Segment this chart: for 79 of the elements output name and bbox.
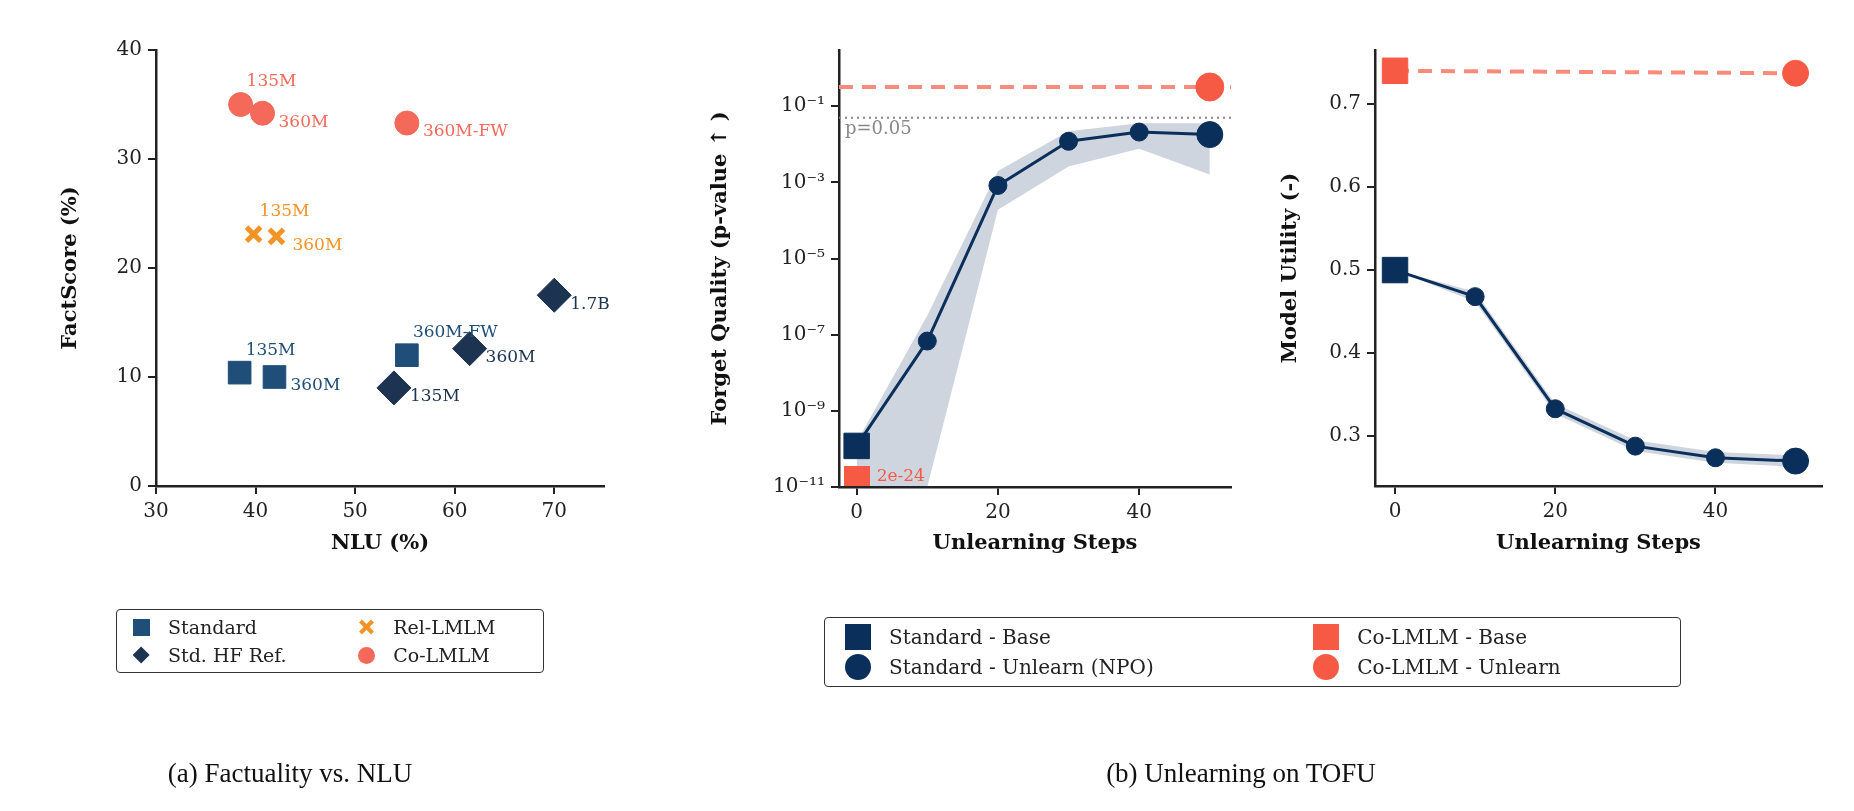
point [262, 365, 287, 389]
y-axis-title: Model Utility (-) [1276, 172, 1302, 364]
annotation: 135M [409, 385, 460, 406]
x-axis-title: NLU (%) [330, 528, 430, 554]
point [1545, 399, 1565, 419]
point [394, 110, 420, 136]
x-tick-label: 50 [342, 498, 368, 523]
point [1625, 436, 1645, 456]
x-axis-title: Unlearning Steps [1496, 528, 1701, 554]
legend-label: Standard - Base [889, 625, 1051, 649]
point [243, 224, 264, 244]
annotation: 2e-24 [876, 465, 925, 486]
point [228, 92, 254, 117]
x-tick-label: 40 [1702, 498, 1729, 523]
y-tick-label: 0.6 [1329, 173, 1361, 198]
y-axis-title: Forget Quality (p-value ↑ ) [706, 111, 732, 426]
point [1381, 256, 1409, 284]
x-tick-label: 40 [242, 498, 269, 523]
y-axis-title: FactScore (%) [56, 186, 82, 350]
y-tick-label: 0.3 [1329, 422, 1361, 447]
y-tick-label: 10⁻⁹ [780, 397, 825, 422]
y-tick-label: 0.5 [1329, 256, 1361, 281]
x-tick-label: 20 [985, 499, 1011, 524]
legend-label: Rel-LMLM [393, 616, 496, 638]
x-tick-label: 30 [143, 498, 169, 523]
legend-label: Co-LMLM - Unlearn [1357, 655, 1561, 679]
annotation: 135M [259, 200, 310, 221]
y-tick-label: 30 [116, 145, 142, 170]
annotation: 135M [245, 338, 296, 359]
y-tick-label: 0.7 [1329, 90, 1361, 115]
x-tick-label: 70 [541, 498, 567, 523]
y-tick-label: 0 [129, 472, 142, 497]
point [917, 331, 937, 351]
point [227, 360, 252, 385]
annotation: 360M [290, 374, 341, 395]
y-tick-label: 10⁻¹ [780, 92, 825, 117]
point [250, 100, 276, 126]
ref-line-label: p=0.05 [845, 117, 912, 139]
point [1059, 131, 1079, 151]
text: (a) Factuality vs. NLU [167, 758, 413, 789]
point [536, 277, 572, 313]
x-tick-label: 0 [850, 499, 864, 524]
point [1381, 57, 1409, 84]
y-tick-label: 10⁻³ [780, 168, 825, 193]
point [988, 175, 1008, 195]
text: (b) Unlearning on TOFU [1106, 758, 1376, 789]
point [1782, 59, 1810, 87]
x-axis-title: Unlearning Steps [932, 528, 1138, 554]
y-tick-label: 10 [116, 363, 142, 388]
x-tick-label: 40 [1126, 499, 1152, 524]
annotation: 135M [246, 70, 297, 91]
y-tick-label: 40 [116, 36, 142, 61]
point [266, 226, 287, 246]
x-tick-label: 0 [1388, 498, 1402, 523]
legend-label: Co-LMLM - Base [1357, 625, 1527, 649]
point [376, 370, 412, 406]
x-tick-label: 20 [1542, 498, 1568, 523]
annotation: 360M [292, 233, 343, 254]
legend-label: Std. HF Ref. [168, 644, 287, 666]
legend-label: Standard - Unlearn (NPO) [889, 655, 1154, 679]
y-tick-label: 10⁻⁷ [780, 320, 825, 345]
point [395, 343, 419, 368]
y-tick-label: 10⁻¹¹ [772, 473, 825, 498]
legend-label: Co-LMLM [393, 644, 490, 666]
y-tick-label: 20 [116, 254, 142, 279]
annotation: 360M-FW [412, 321, 499, 342]
point [1195, 72, 1225, 102]
point [1465, 287, 1485, 307]
x-tick-label: 60 [441, 498, 468, 523]
annotation: 1.7B [570, 292, 610, 313]
y-tick-label: 10⁻⁵ [780, 244, 825, 269]
y-tick-label: 0.4 [1329, 339, 1361, 364]
point [843, 432, 870, 460]
point [1129, 122, 1149, 142]
annotation: 360M [485, 346, 536, 367]
annotation: 360M-FW [422, 120, 509, 141]
annotation: 360M [278, 110, 329, 131]
legend-label: Standard [168, 616, 257, 638]
point [1705, 448, 1725, 468]
